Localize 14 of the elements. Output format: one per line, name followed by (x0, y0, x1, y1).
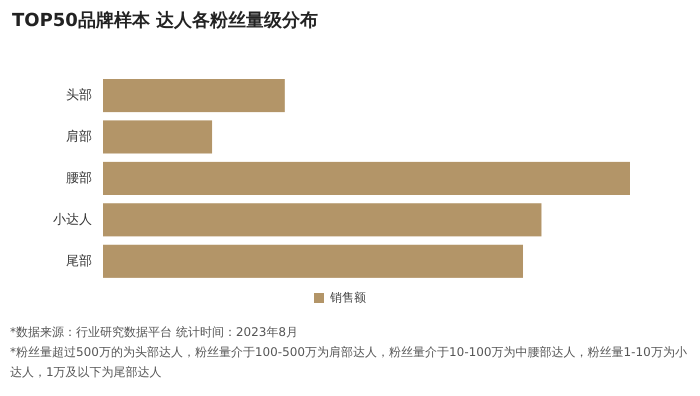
y-tick-label: 头部 (66, 87, 92, 102)
text: *粉丝量超过500万的为头部达人，粉丝量介于100-500万为肩部达人，粉丝量介于10-100万为中腰部达人，粉丝量1-10万为小达人，1万及以下为尾部达人 (10, 344, 688, 381)
legend-label: 销售额 (329, 290, 366, 304)
chart-title: TOP50品牌样本 达人各粉丝量级分布 (12, 9, 318, 32)
y-tick-label: 小达人 (53, 211, 92, 226)
bar (103, 78, 285, 112)
y-tick-label: 肩部 (66, 128, 92, 144)
y-tick-label: 腰部 (66, 170, 92, 185)
y-tick-label: 尾部 (66, 252, 92, 268)
bar (103, 120, 212, 154)
text: *数据来源：行业研究数据平台 统计时间：2023年8月 (10, 324, 299, 341)
bar (103, 203, 542, 236)
bar (103, 162, 630, 195)
bar (103, 244, 524, 278)
